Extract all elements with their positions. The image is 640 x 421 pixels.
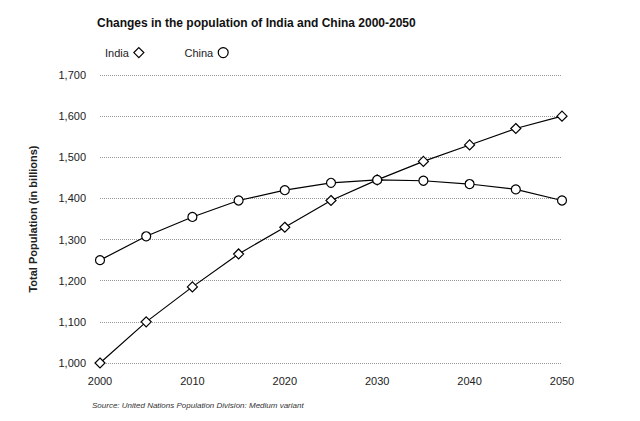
- svg-text:2030: 2030: [365, 375, 389, 387]
- svg-text:1,200: 1,200: [58, 275, 86, 287]
- svg-text:1,400: 1,400: [58, 192, 86, 204]
- svg-text:1,000: 1,000: [58, 357, 86, 369]
- svg-text:Source: United Nations Populat: Source: United Nations Population Divisi…: [92, 401, 304, 410]
- svg-text:1,100: 1,100: [58, 316, 86, 328]
- svg-text:1,300: 1,300: [58, 234, 86, 246]
- svg-text:India: India: [105, 47, 130, 59]
- svg-text:China: China: [184, 47, 214, 59]
- svg-text:1,600: 1,600: [58, 110, 86, 122]
- svg-text:2020: 2020: [273, 375, 297, 387]
- svg-text:2010: 2010: [180, 375, 204, 387]
- svg-text:1,700: 1,700: [58, 69, 86, 81]
- svg-text:Changes in the population of I: Changes in the population of India and C…: [97, 16, 416, 30]
- svg-text:Total Population (in billions): Total Population (in billions): [27, 145, 39, 292]
- svg-text:1,500: 1,500: [58, 151, 86, 163]
- svg-text:2050: 2050: [550, 375, 574, 387]
- svg-text:2040: 2040: [457, 375, 481, 387]
- svg-text:2000: 2000: [88, 375, 112, 387]
